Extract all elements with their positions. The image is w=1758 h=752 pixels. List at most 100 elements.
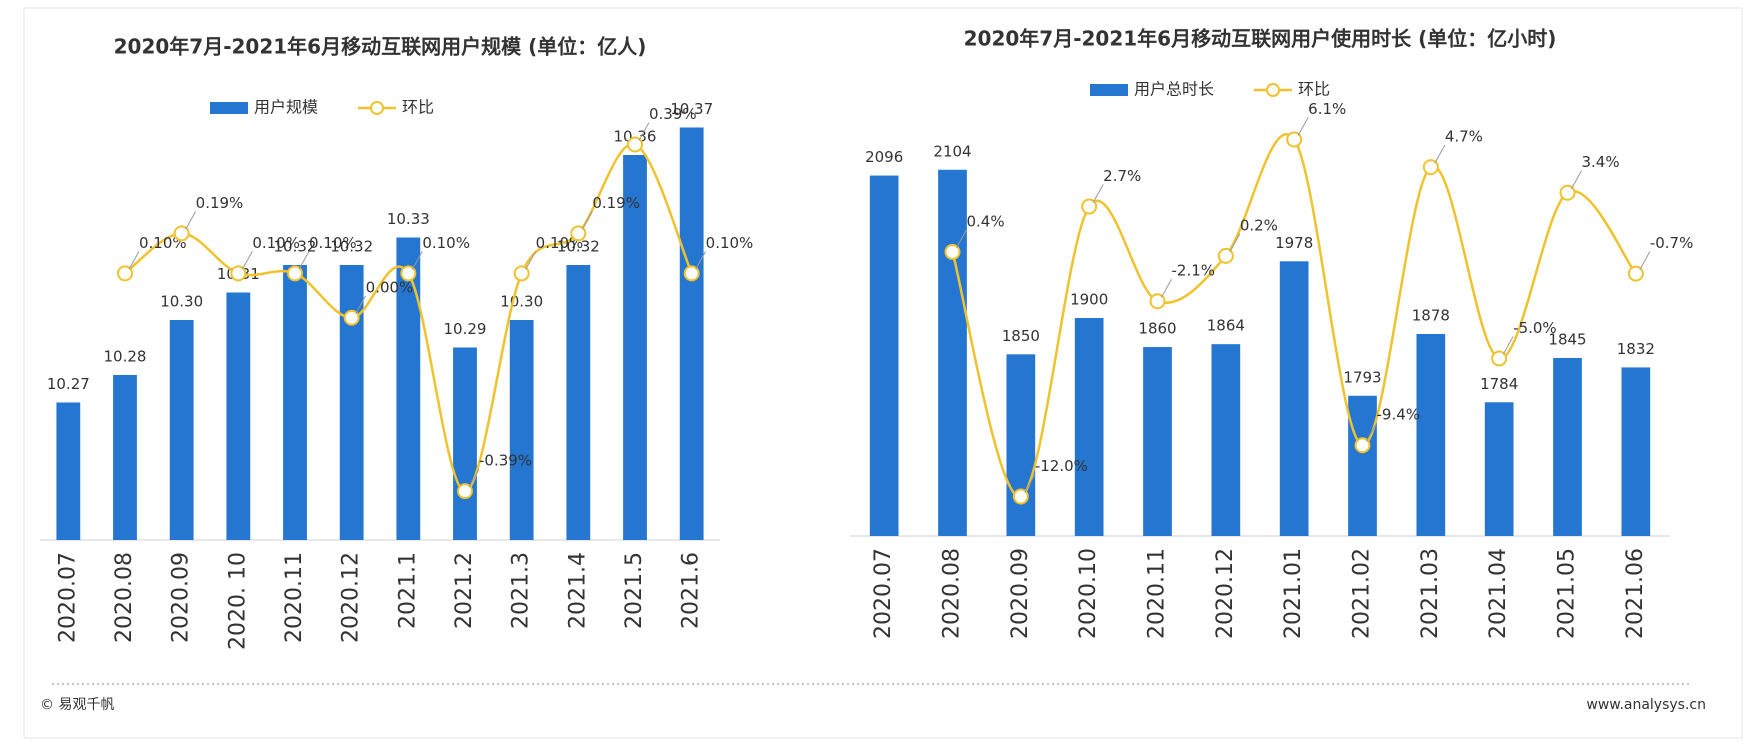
label-leader: [525, 251, 537, 270]
line-point: [173, 225, 190, 242]
bar: [1074, 318, 1104, 536]
bar-value-label: 10.32: [330, 238, 373, 256]
x-tick-label: 2021.5: [622, 552, 647, 629]
bar-value-label: 1860: [1138, 320, 1176, 338]
bar-value-label: 10.30: [160, 293, 203, 311]
bar: [679, 127, 704, 540]
legend-swatch: [1090, 84, 1128, 96]
x-tick-label: 2021.6: [679, 552, 704, 629]
label-leader: [128, 251, 140, 270]
label-leader: [695, 251, 707, 270]
label-leader: [1024, 474, 1036, 493]
label-leader: [1229, 233, 1241, 253]
line-value-label: 0.10%: [536, 234, 584, 252]
x-tick-label: 2020. 10: [225, 552, 250, 650]
line-point: [1491, 350, 1508, 367]
x-tick-label: 2020.12: [1213, 548, 1238, 639]
bar-value-label: 10.29: [444, 320, 487, 338]
line-point: [117, 265, 133, 282]
line-point: [513, 265, 530, 282]
x-tick-label: 2021.04: [1486, 548, 1511, 639]
bar: [1211, 344, 1241, 536]
line-value-label: 0.19%: [196, 194, 244, 212]
x-tick-label: 2021.06: [1623, 548, 1648, 639]
bar: [566, 265, 591, 540]
label-leader: [1366, 423, 1377, 442]
line-value-label: -12.0%: [1035, 457, 1088, 475]
bar-value-label: 1832: [1617, 340, 1655, 358]
line-value-label: 6.1%: [1308, 100, 1346, 118]
label-leader: [1092, 184, 1104, 203]
line-point: [1012, 488, 1029, 505]
label-leader: [1502, 336, 1514, 355]
x-tick-label: 2021.4: [565, 552, 590, 629]
bar: [1348, 395, 1377, 536]
label-leader: [1639, 251, 1651, 270]
line-point: [343, 309, 360, 326]
bar: [623, 155, 647, 540]
bar: [1279, 261, 1309, 536]
x-tick-label: 2020.12: [339, 552, 364, 643]
chart-title: 2020年7月-2021年6月移动互联网用户规模 (单位：亿人): [114, 35, 647, 59]
legend-swatch: [370, 101, 385, 115]
bar-value-label: 1978: [1275, 234, 1313, 252]
line-value-label: 0.39%: [649, 105, 697, 123]
legend-label: 用户总时长: [1134, 80, 1214, 99]
x-tick-label: 2021.1: [395, 552, 420, 629]
bar: [1416, 333, 1446, 536]
footer-left: © 易观千帆: [40, 697, 114, 713]
label-leader: [355, 295, 367, 315]
line-value-label: 4.7%: [1445, 128, 1483, 146]
bar: [1143, 347, 1172, 536]
label-leader: [241, 251, 253, 270]
label-leader: [411, 251, 423, 270]
legend-label: 环比: [1298, 80, 1330, 99]
x-tick-label: 2020.09: [1008, 548, 1033, 639]
label-leader: [1434, 144, 1446, 164]
line-value-label: 0.19%: [592, 194, 640, 212]
bar: [1621, 367, 1651, 536]
line-point: [1149, 293, 1166, 310]
bar: [226, 292, 251, 540]
bar: [56, 402, 81, 540]
line-point: [570, 225, 587, 242]
line-value-label: 0.10%: [139, 234, 187, 252]
bar: [396, 237, 421, 540]
bar-value-label: 1864: [1207, 317, 1245, 335]
label-leader: [185, 211, 197, 230]
line-point: [1354, 437, 1371, 454]
label-leader: [298, 251, 310, 270]
line-value-label: -9.4%: [1377, 406, 1421, 424]
bar: [283, 265, 307, 540]
x-tick-label: 2021.3: [509, 552, 534, 629]
line-point: [1559, 184, 1576, 201]
line-point: [1422, 159, 1439, 176]
line-value-label: 3.4%: [1582, 153, 1620, 171]
bar-value-label: 1850: [1002, 327, 1040, 345]
bar: [509, 320, 534, 540]
line-point: [230, 265, 247, 282]
bar: [1553, 357, 1582, 536]
bar-value-label: 10.37: [670, 100, 713, 118]
line-point: [944, 243, 961, 260]
line-value-label: 0.10%: [309, 234, 357, 252]
line-value-label: -5.0%: [1513, 319, 1557, 337]
chart-title: 2020年7月-2021年6月移动互联网用户使用时长 (单位：亿小时): [964, 27, 1557, 51]
label-leader: [1571, 170, 1582, 189]
x-tick-label: 2020.11: [1145, 548, 1170, 639]
bar-value-label: 1900: [1070, 291, 1108, 309]
label-leader: [581, 211, 593, 230]
bar: [1484, 402, 1514, 536]
label-leader: [956, 229, 967, 249]
legend-swatch: [210, 102, 248, 114]
line-value-label: 0.10%: [422, 234, 470, 252]
line-value-label: -0.39%: [479, 452, 532, 470]
line-value-label: 0.00%: [366, 278, 414, 296]
x-tick-label: 2021.05: [1555, 548, 1580, 639]
line-value-label: -0.7%: [1650, 234, 1694, 252]
bar-value-label: 1845: [1548, 330, 1586, 348]
legend-swatch: [1266, 83, 1281, 97]
bar-value-label: 1793: [1343, 368, 1381, 386]
bar: [938, 169, 967, 536]
line-value-label: 2.7%: [1103, 167, 1141, 185]
